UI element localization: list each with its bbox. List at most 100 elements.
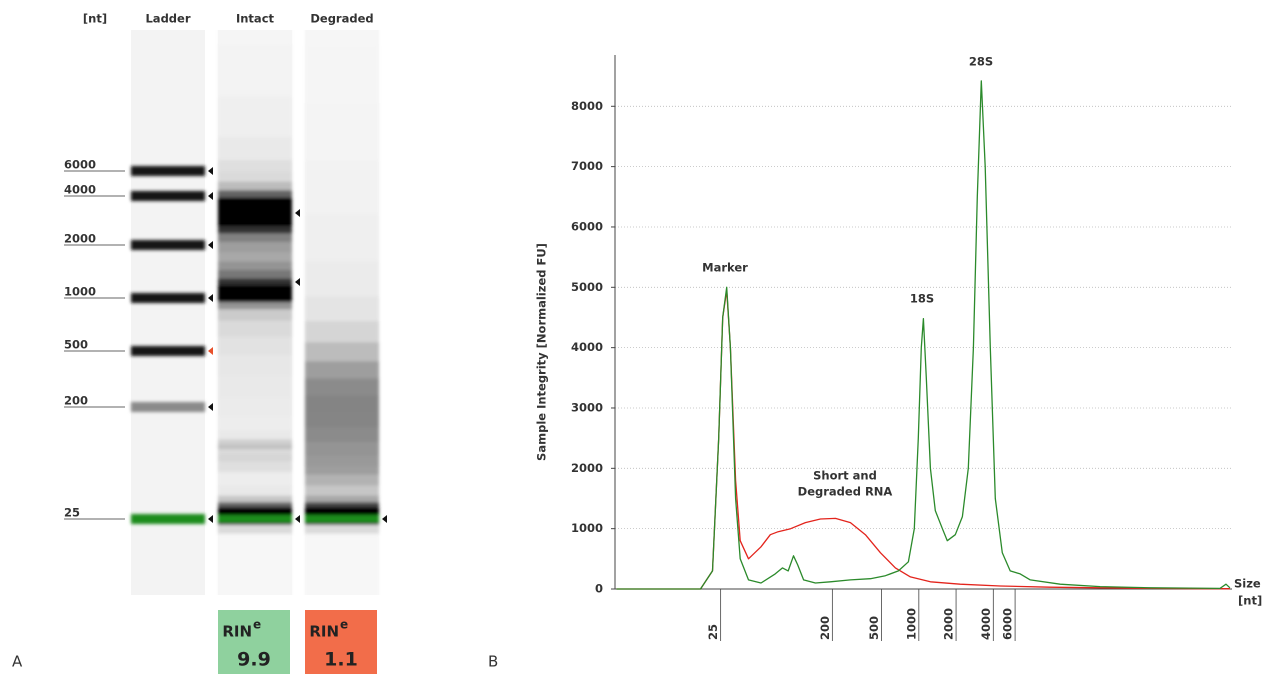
page: {"panel_labels": ["A", "B"], "chart_data…	[0, 0, 1265, 674]
gel-signal	[218, 439, 292, 445]
x-tick-label: 1000	[904, 608, 918, 640]
gel-signal	[218, 226, 292, 234]
annotation: Marker	[702, 261, 748, 275]
gel-signal	[218, 454, 292, 461]
y-axis-label: Sample Integrity [Normalized FU]	[535, 243, 549, 461]
gel-signal	[305, 296, 379, 321]
gel-signal	[305, 524, 379, 534]
gel-signal	[305, 361, 379, 379]
gel-signal	[305, 474, 379, 486]
gel-signal	[218, 269, 292, 278]
gel-signal	[218, 430, 292, 439]
figure: A B [nt] 0 1000 2000 3000 4000 5000 6000 7000 80…	[0, 0, 1265, 674]
gel-signal	[218, 171, 292, 182]
gel-signal	[305, 507, 379, 512]
gel-signal	[305, 261, 379, 297]
band-arrow	[208, 294, 213, 302]
y-tick-label: 8000	[571, 99, 603, 113]
gel-signal	[218, 449, 292, 455]
gel-signal	[218, 293, 292, 297]
gel-signal	[218, 203, 292, 209]
gel-signal	[218, 375, 292, 398]
gel-signal	[305, 214, 379, 261]
ladder-band	[131, 240, 205, 250]
gel-signal	[218, 471, 292, 485]
gel-signal	[218, 278, 292, 285]
x-tick-label: 2000	[942, 608, 956, 640]
y-tick-label: 5000	[571, 280, 603, 294]
x-tick-label: 500	[867, 616, 881, 640]
y-tick-label: 2000	[571, 461, 603, 475]
y-tick-label: 1000	[571, 521, 603, 535]
ladder-band	[131, 166, 205, 176]
x-axis-unit: [nt]	[1238, 594, 1262, 608]
rin-label: RIN	[222, 623, 252, 641]
marker-band	[218, 515, 292, 523]
gel-signal	[218, 197, 292, 204]
gel-signal	[218, 214, 292, 220]
gel-signal	[218, 220, 292, 227]
band-arrow	[295, 278, 300, 286]
band-arrow	[208, 403, 213, 411]
rin-value: 1.1	[324, 649, 358, 671]
gel-signal	[218, 533, 292, 582]
band-arrow	[382, 515, 387, 523]
gel-signal	[305, 378, 379, 396]
gel-signal	[305, 159, 379, 214]
x-tick-label: 200	[818, 616, 832, 640]
gel-unit: [nt]	[83, 12, 107, 26]
band-arrow	[208, 167, 213, 175]
ladder-band	[131, 402, 205, 412]
x-tick-label: 6000	[1001, 608, 1015, 640]
gel-signal	[218, 502, 292, 508]
x-tick-label: 4000	[979, 608, 993, 640]
ladder-label: 6000	[64, 158, 96, 172]
ladder-label: 200	[64, 394, 88, 408]
rin-superscript: e	[253, 618, 261, 632]
gel-signal	[218, 284, 292, 290]
gel-signal	[218, 289, 292, 293]
gel-signal	[218, 261, 292, 270]
y-tick-label: 7000	[571, 159, 603, 173]
gel-signal	[218, 444, 292, 449]
gel-signal	[218, 96, 292, 137]
gel-signal	[305, 533, 379, 582]
gel-signal	[305, 411, 379, 427]
rin-label: RIN	[309, 623, 339, 641]
gel-signal	[305, 321, 379, 343]
gel-signal	[305, 485, 379, 496]
lane-label: Intact	[236, 12, 275, 26]
gel	[131, 0, 379, 628]
gel-signal	[218, 190, 292, 198]
gel-signal	[218, 336, 292, 355]
marker-band	[305, 515, 379, 523]
annotation: 18S	[910, 292, 934, 306]
annotation: Short and	[813, 469, 877, 483]
y-tick-label: 4000	[571, 340, 603, 354]
gel-signal	[305, 395, 379, 412]
band-arrow	[208, 347, 213, 355]
gel-signal	[305, 511, 379, 515]
y-tick-label: 0	[595, 582, 603, 596]
trace	[617, 81, 1230, 589]
annotation: Degraded RNA	[798, 485, 893, 499]
rin-superscript: e	[340, 618, 348, 632]
panel-label: B	[488, 653, 498, 671]
gel-signal	[305, 427, 379, 443]
band-arrow	[208, 515, 213, 523]
ladder-label: 25	[64, 506, 80, 520]
gel-signal	[305, 102, 379, 160]
gel-signal	[218, 309, 292, 321]
gel-signal	[218, 45, 292, 97]
y-tick-label: 3000	[571, 400, 603, 414]
gel-signal	[218, 252, 292, 262]
panel-label: A	[12, 653, 23, 671]
rin-value: 9.9	[237, 649, 271, 671]
gel-signal	[218, 485, 292, 496]
x-tick-label: 25	[706, 624, 720, 640]
annotation: 28S	[969, 55, 993, 69]
ladder-label: 4000	[64, 183, 96, 197]
electropherogram: 0 1000 2000 3000 4000 5000 6000 7000 8000 25 200 50…	[535, 55, 1263, 642]
gel-signal	[218, 320, 292, 337]
gel-signal	[218, 416, 292, 430]
